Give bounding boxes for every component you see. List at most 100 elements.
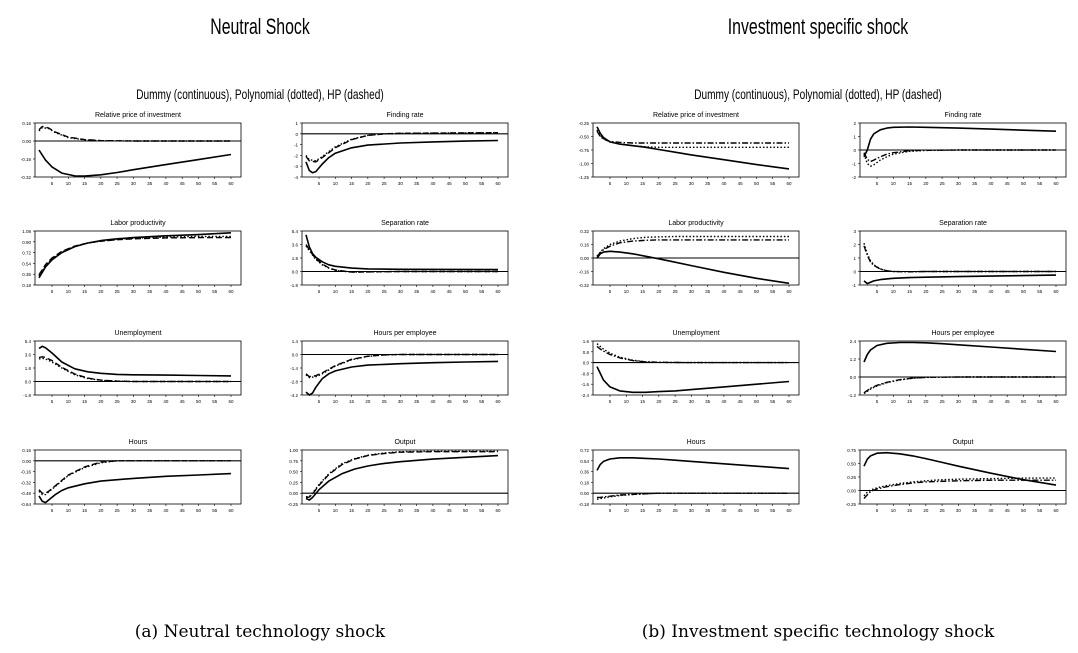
y-tick-label: 0.25: [289, 480, 298, 485]
series-dotted: [863, 376, 1056, 395]
x-tick-label: 30: [956, 399, 962, 404]
x-tick-label: 55: [479, 508, 485, 513]
y-tick-label: -1.8: [23, 393, 31, 398]
x-tick-label: 25: [673, 289, 679, 294]
series-continuous: [596, 126, 790, 170]
subplot-title: Finding rate: [387, 112, 424, 119]
x-tick-label: 40: [721, 181, 727, 186]
y-tick-label: -0.32: [579, 283, 590, 288]
x-tick-label: 5: [51, 289, 54, 294]
x-tick-label: 45: [447, 289, 453, 294]
y-tick-label: -4.2: [290, 393, 298, 398]
y-tick-label: 0.36: [22, 272, 31, 277]
x-tick-label: 10: [624, 289, 630, 294]
x-tick-label: 5: [609, 508, 612, 513]
y-tick-label: 0.16: [22, 121, 31, 126]
y-tick-label: 1: [295, 121, 298, 126]
x-tick-label: 50: [754, 399, 760, 404]
x-tick-label: 20: [365, 508, 371, 513]
subplot: Separation rate 5.4 3.6 1.8 0.0 -1.8 5 10 15 20 25…: [290, 220, 509, 294]
x-tick-label: 10: [333, 181, 339, 186]
x-tick-label: 60: [495, 508, 501, 513]
x-tick-label: 30: [689, 399, 695, 404]
x-tick-label: 45: [180, 289, 186, 294]
subplot: Relative price of investment -0.25 -0.50 -0…: [579, 112, 800, 186]
x-tick-label: 25: [673, 508, 679, 513]
subplot: Hours 0.16 0.00 -0.16 -0.32 -0.48 -0.64 5 10 15 20…: [21, 439, 242, 513]
series-dashed: [305, 244, 498, 273]
y-tick-label: 2: [853, 243, 856, 248]
y-tick-label: -1.4: [290, 366, 298, 371]
x-tick-label: 15: [640, 289, 646, 294]
y-tick-label: -0.25: [579, 121, 590, 126]
y-tick-label: -1.00: [579, 162, 590, 167]
x-tick-label: 40: [988, 508, 994, 513]
x-tick-label: 35: [972, 508, 978, 513]
series-dashed: [38, 236, 231, 276]
y-tick-label: 1: [853, 256, 856, 261]
x-tick-label: 10: [891, 181, 897, 186]
x-tick-label: 45: [738, 399, 744, 404]
x-tick-label: 55: [479, 181, 485, 186]
x-tick-label: 45: [1005, 399, 1011, 404]
subplot: Unemployment 1.6 0.8 0.0 -0.8 -1.6 -2.4 5 10 15 20…: [581, 330, 800, 404]
x-tick-label: 50: [196, 181, 202, 186]
plot-frame: [34, 449, 242, 505]
series-dashed: [305, 451, 498, 499]
x-tick-label: 25: [115, 181, 121, 186]
y-tick-label: 0.00: [22, 459, 31, 464]
y-tick-label: -1: [852, 283, 856, 288]
x-tick-label: 40: [430, 508, 436, 513]
x-tick-label: 35: [414, 181, 420, 186]
y-tick-label: -3: [294, 164, 298, 169]
y-tick-label: 0.8: [583, 350, 590, 355]
series-dashed: [596, 239, 789, 257]
subplot-title: Output: [394, 439, 415, 446]
plot-frame: [301, 340, 509, 396]
x-tick-label: 45: [447, 181, 453, 186]
x-tick-label: 45: [180, 181, 186, 186]
caption-investment: (b) Investment specific technology shock: [641, 622, 995, 642]
x-tick-label: 55: [1037, 399, 1043, 404]
series-dotted: [38, 126, 231, 142]
y-tick-label: 0.75: [847, 448, 856, 453]
x-tick-label: 15: [907, 289, 913, 294]
x-tick-label: 20: [923, 181, 929, 186]
x-tick-label: 50: [463, 181, 469, 186]
x-tick-label: 45: [447, 399, 453, 404]
y-tick-label: -0.16: [21, 470, 32, 475]
x-tick-label: 50: [1021, 508, 1027, 513]
x-tick-label: 15: [82, 399, 88, 404]
x-tick-label: 40: [988, 399, 994, 404]
y-tick-label: 0.36: [580, 470, 589, 475]
plot-frame: [34, 340, 242, 396]
x-tick-label: 15: [907, 508, 913, 513]
series-dashed: [596, 345, 789, 364]
y-tick-label: -0.8: [581, 371, 589, 376]
series-dashed: [305, 353, 498, 378]
subplot-title: Hours: [129, 439, 148, 446]
plot-frame: [859, 340, 1067, 396]
x-tick-label: 25: [382, 508, 388, 513]
x-tick-label: 50: [1021, 399, 1027, 404]
x-tick-label: 50: [196, 399, 202, 404]
series-dotted: [305, 245, 498, 273]
x-tick-label: 35: [147, 399, 153, 404]
x-tick-label: 30: [398, 399, 404, 404]
subplot-title: Hours: [687, 439, 706, 446]
x-tick-label: 10: [66, 289, 72, 294]
panel-subtitle: Dummy (continuous), Polynomial (dotted),…: [136, 86, 384, 102]
x-tick-label: 15: [349, 508, 355, 513]
x-tick-label: 15: [349, 289, 355, 294]
y-tick-label: -0.25: [846, 502, 857, 507]
subplot-title: Relative price of investment: [653, 112, 739, 119]
x-tick-label: 40: [721, 289, 727, 294]
x-tick-label: 45: [738, 181, 744, 186]
x-tick-label: 5: [318, 289, 321, 294]
series-dashed: [305, 132, 499, 163]
x-tick-label: 40: [430, 399, 436, 404]
x-tick-label: 30: [689, 289, 695, 294]
y-tick-label: -2: [852, 175, 856, 180]
